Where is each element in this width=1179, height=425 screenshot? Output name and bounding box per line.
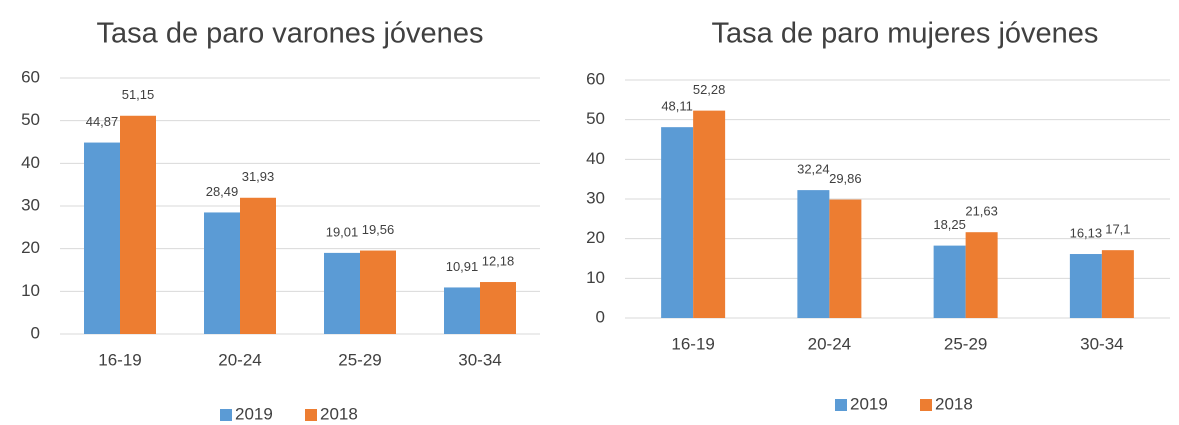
x-tick-label: 30-34 bbox=[458, 350, 501, 369]
bar bbox=[120, 115, 156, 334]
legend-swatch bbox=[920, 399, 932, 411]
y-tick-label: 50 bbox=[586, 109, 605, 128]
chart-title: Tasa de paro mujeres jóvenes bbox=[712, 18, 1099, 50]
legend-swatch bbox=[305, 409, 317, 421]
bar bbox=[1101, 250, 1134, 318]
y-tick-label: 0 bbox=[31, 323, 40, 342]
bar bbox=[240, 197, 276, 334]
bar bbox=[444, 287, 480, 334]
y-tick-label: 30 bbox=[21, 195, 40, 214]
data-label: 44,87 bbox=[86, 114, 119, 129]
bar bbox=[204, 212, 240, 334]
data-label: 31,93 bbox=[242, 169, 275, 184]
x-tick-label: 25-29 bbox=[338, 350, 381, 369]
x-tick-label: 25-29 bbox=[944, 334, 987, 353]
y-tick-label: 10 bbox=[586, 268, 605, 287]
bar bbox=[324, 252, 360, 334]
bar bbox=[84, 142, 120, 334]
y-tick-label: 50 bbox=[21, 110, 40, 129]
legend-label: 2019 bbox=[850, 394, 888, 413]
bar bbox=[797, 190, 830, 318]
bar bbox=[829, 199, 862, 318]
data-label: 19,56 bbox=[362, 222, 395, 237]
data-label: 17,1 bbox=[1105, 222, 1130, 237]
data-label: 29,86 bbox=[829, 171, 862, 186]
x-tick-label: 20-24 bbox=[218, 350, 261, 369]
legend-swatch bbox=[220, 409, 232, 421]
y-tick-label: 0 bbox=[596, 307, 605, 326]
bar bbox=[933, 245, 966, 318]
chart-title: Tasa de paro varones jóvenes bbox=[97, 18, 484, 50]
y-tick-label: 30 bbox=[586, 188, 605, 207]
data-label: 21,63 bbox=[965, 204, 998, 219]
legend-label: 2019 bbox=[235, 404, 273, 423]
y-tick-label: 60 bbox=[586, 69, 605, 88]
data-label: 52,28 bbox=[693, 82, 726, 97]
data-label: 16,13 bbox=[1070, 225, 1103, 240]
bar bbox=[693, 110, 726, 318]
legend-label: 2018 bbox=[320, 404, 358, 423]
x-tick-label: 16-19 bbox=[98, 350, 141, 369]
y-tick-label: 60 bbox=[21, 67, 40, 86]
data-label: 18,25 bbox=[933, 217, 966, 232]
bar bbox=[661, 127, 694, 318]
x-tick-label: 30-34 bbox=[1080, 334, 1123, 353]
x-tick-label: 16-19 bbox=[671, 334, 714, 353]
bar bbox=[480, 282, 516, 334]
bar bbox=[965, 232, 998, 318]
y-tick-label: 20 bbox=[586, 228, 605, 247]
data-label: 19,01 bbox=[326, 224, 359, 239]
legend-swatch bbox=[835, 399, 847, 411]
legend-label: 2018 bbox=[935, 394, 973, 413]
y-tick-label: 10 bbox=[21, 281, 40, 300]
data-label: 51,15 bbox=[122, 87, 155, 102]
bar bbox=[360, 250, 396, 334]
y-tick-label: 40 bbox=[21, 153, 40, 172]
data-label: 10,91 bbox=[446, 259, 479, 274]
x-tick-label: 20-24 bbox=[808, 334, 851, 353]
bar bbox=[1069, 254, 1102, 318]
data-label: 12,18 bbox=[482, 253, 515, 268]
y-tick-label: 40 bbox=[586, 149, 605, 168]
data-label: 28,49 bbox=[206, 184, 239, 199]
data-label: 48,11 bbox=[661, 99, 693, 114]
y-tick-label: 20 bbox=[21, 238, 40, 257]
data-label: 32,24 bbox=[797, 162, 830, 177]
